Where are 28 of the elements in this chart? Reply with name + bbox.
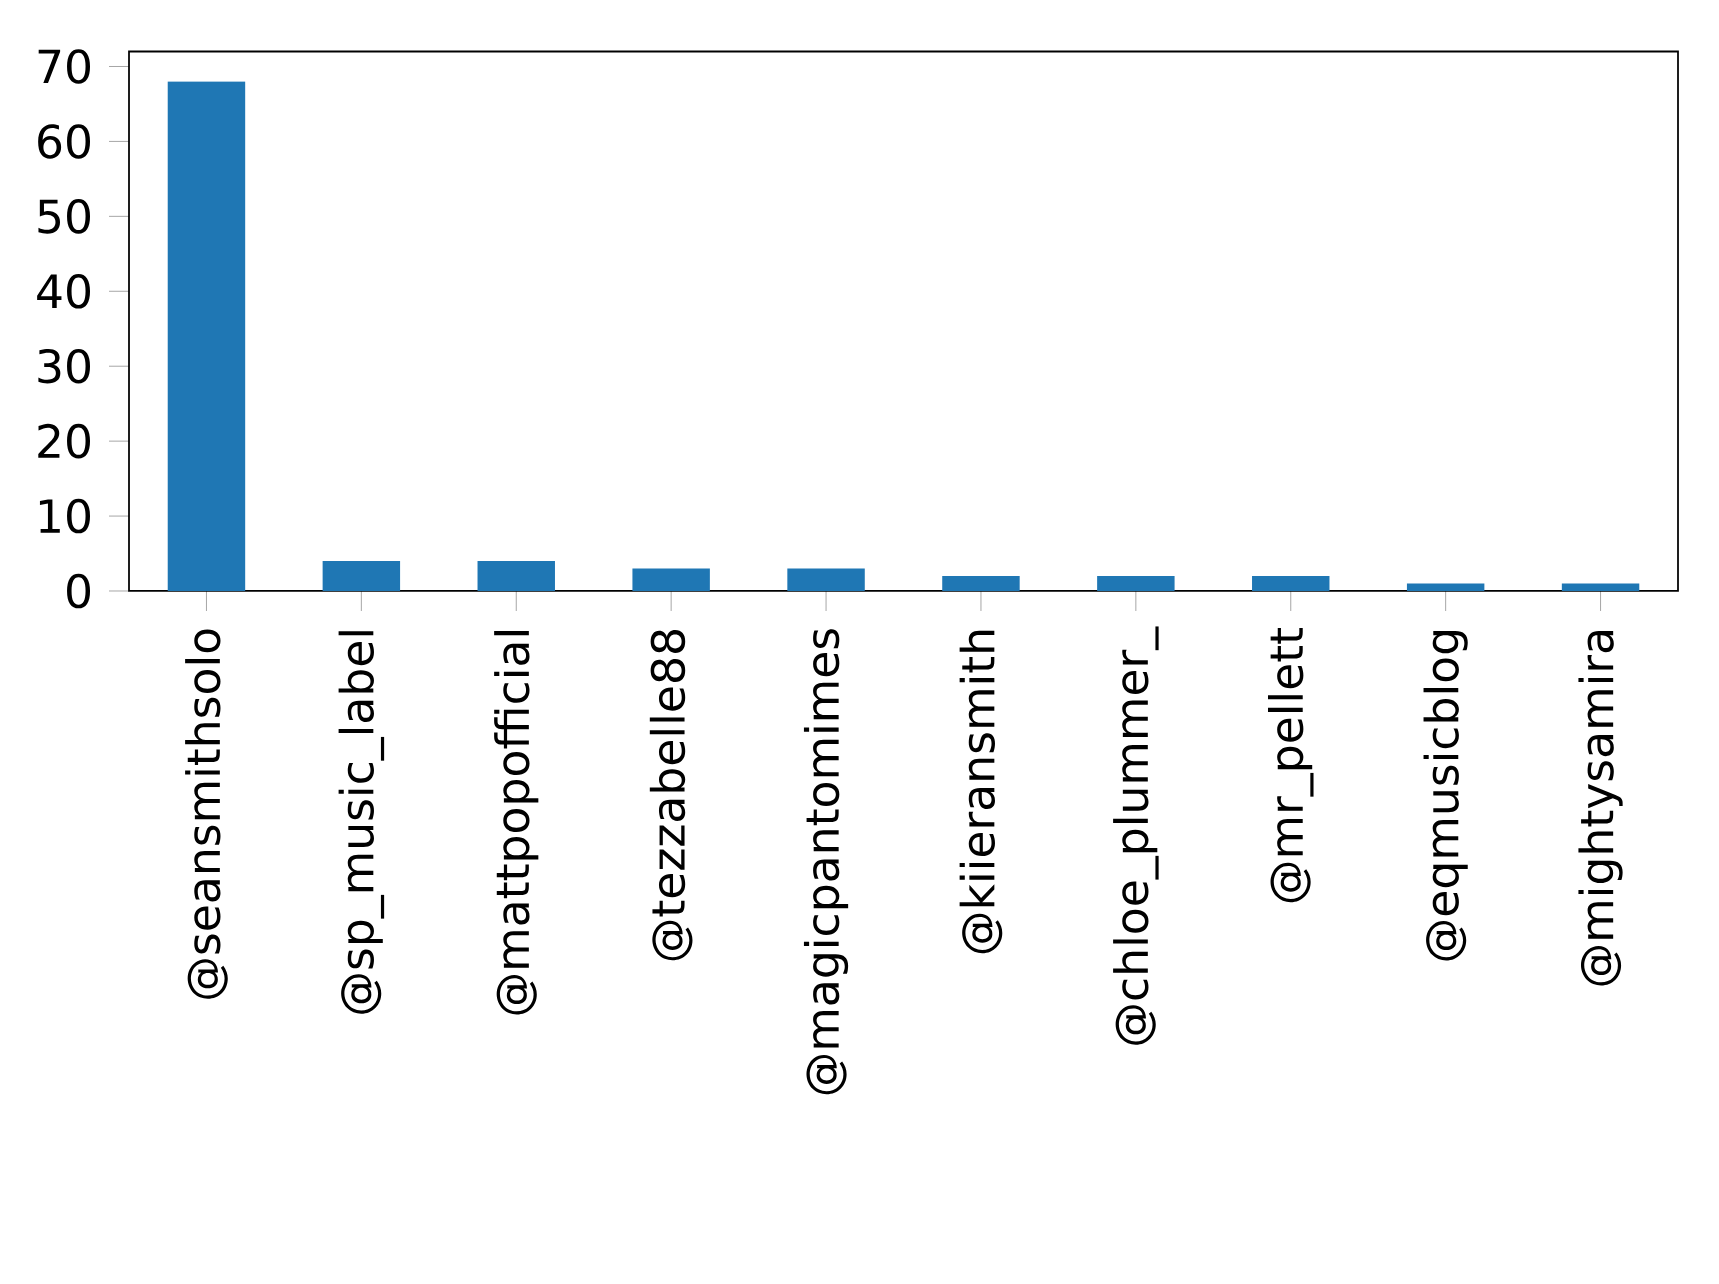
bar [632, 568, 710, 591]
bar [1406, 583, 1485, 591]
bar [1097, 576, 1175, 591]
y-tick-label: 30 [38, 348, 91, 384]
bar [477, 561, 555, 591]
bar [787, 568, 865, 591]
y-tick-label: 10 [39, 498, 91, 534]
x-tick-label: @eqmusicblog [1423, 631, 1468, 961]
y-tick-label: 50 [38, 199, 91, 234]
y-tick-label: 20 [38, 423, 91, 459]
bar [942, 576, 1020, 591]
x-tick-label: @tezzabelle88 [649, 630, 693, 961]
y-tick-label: 70 [38, 49, 91, 84]
bar [167, 81, 246, 591]
bar [1561, 583, 1640, 591]
x-tick-label: @chloe_plummer_ [1113, 626, 1159, 1045]
x-tick-label: @mightysamira [1578, 631, 1623, 986]
y-tick-label: 60 [38, 124, 91, 159]
x-tick-label: @kiieransmith [959, 630, 1003, 954]
bar [322, 561, 401, 591]
x-tick-label: @sp_music_label [338, 631, 385, 1014]
x-tick-label: @mr_pellett [1268, 628, 1314, 903]
x-tick-label: @magicpantomimes [803, 629, 849, 1095]
x-tick-label: @mattpopofficial [494, 631, 539, 1015]
y-tick-label: 0 [67, 573, 91, 609]
y-tick-label: 40 [37, 274, 91, 309]
x-tick-label: @seansmithsolo [185, 629, 228, 999]
bar [1252, 576, 1330, 591]
